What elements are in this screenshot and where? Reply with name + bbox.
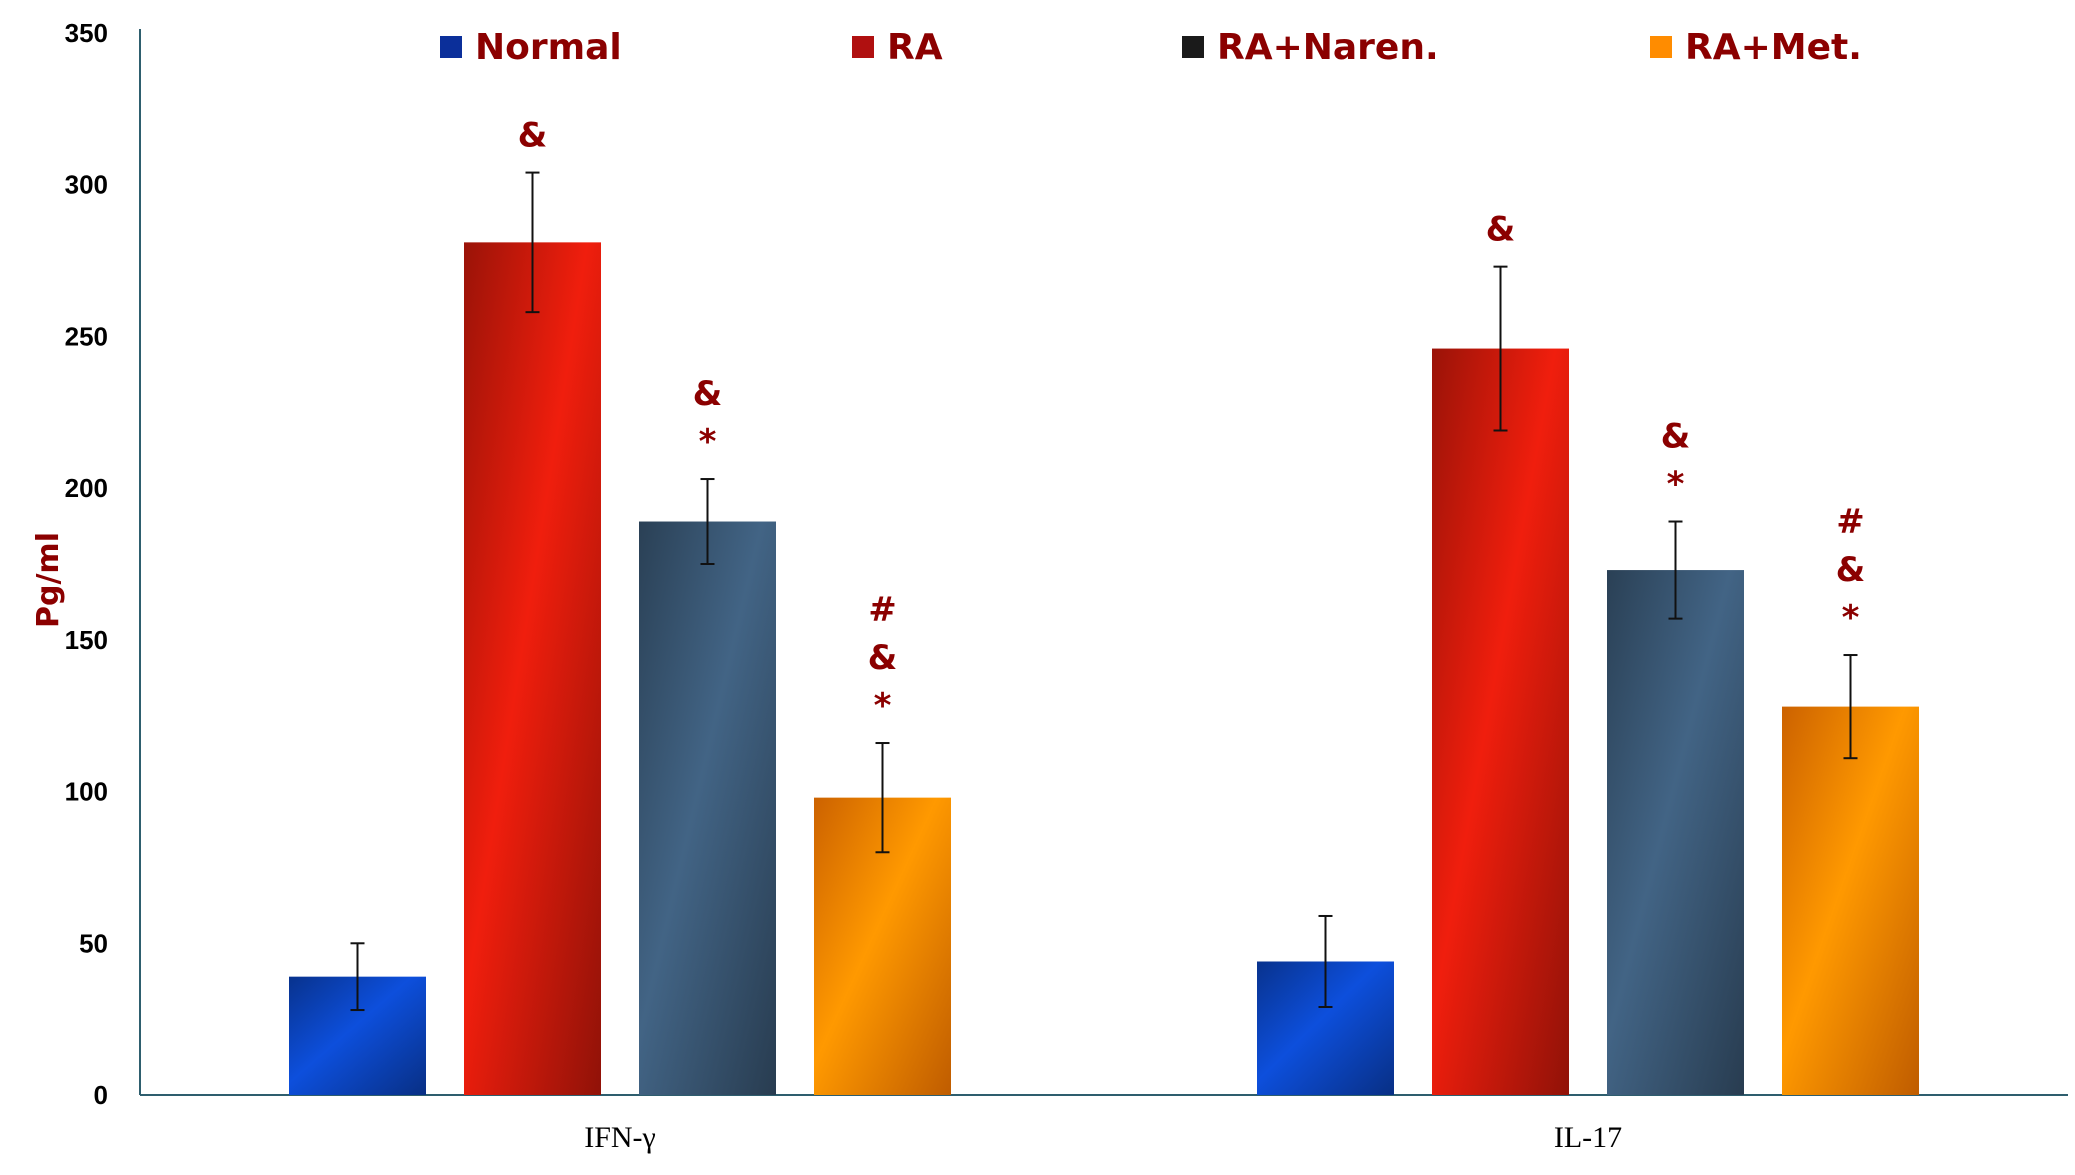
y-tick-label: 200 bbox=[65, 473, 108, 503]
legend-label: RA bbox=[887, 27, 943, 68]
significance-marker: # bbox=[868, 590, 897, 630]
error-bar bbox=[525, 171, 540, 314]
significance-marker: * bbox=[874, 686, 892, 726]
legend-label: RA+Naren. bbox=[1217, 27, 1439, 68]
x-category-label: IL-17 bbox=[1554, 1121, 1622, 1154]
significance-marker: * bbox=[1842, 598, 1860, 638]
significance-marker: & bbox=[518, 116, 548, 156]
error-bar bbox=[875, 742, 890, 854]
axes: 0 50 100 150 200 250 300 350 IFN-γ IL-17 bbox=[65, 18, 2068, 1154]
legend-swatch bbox=[1182, 36, 1204, 58]
legend-swatch bbox=[1650, 36, 1672, 58]
legend: Normal RA RA+Naren. RA+Met. bbox=[440, 27, 1862, 68]
y-tick-label: 100 bbox=[65, 777, 108, 807]
y-axis-label: Pg/ml bbox=[31, 532, 66, 628]
bar-ra-met- bbox=[1782, 706, 1919, 1095]
error-bar bbox=[350, 942, 365, 1012]
error-bar bbox=[1668, 520, 1683, 620]
bar-ra-naren- bbox=[639, 521, 776, 1095]
bars: & & * # & * & & * # & * bbox=[289, 116, 1919, 1096]
significance-marker: & bbox=[1486, 210, 1516, 250]
significance-marker: # bbox=[1836, 502, 1865, 542]
significance-marker: & bbox=[693, 374, 723, 414]
bar-ra bbox=[1432, 348, 1569, 1096]
x-category-label: IFN-γ bbox=[584, 1121, 656, 1154]
y-tick-label: 300 bbox=[65, 170, 108, 200]
bar-ra-naren- bbox=[1607, 570, 1744, 1095]
significance-marker: & bbox=[868, 638, 898, 678]
y-tick-label: 0 bbox=[94, 1080, 108, 1110]
legend-swatch bbox=[440, 36, 462, 58]
significance-marker: & bbox=[1836, 550, 1866, 590]
y-tick-label: 250 bbox=[65, 321, 108, 351]
significance-marker: * bbox=[699, 422, 717, 462]
error-bar bbox=[1493, 265, 1508, 432]
error-bar bbox=[700, 478, 715, 565]
legend-swatch bbox=[852, 36, 874, 58]
y-tick-label: 50 bbox=[79, 928, 108, 958]
significance-marker: * bbox=[1667, 465, 1685, 505]
error-bar bbox=[1843, 654, 1858, 760]
legend-label: RA+Met. bbox=[1685, 27, 1862, 68]
significance-marker: & bbox=[1661, 417, 1691, 457]
bar-ra bbox=[464, 242, 601, 1095]
y-tick-label: 350 bbox=[65, 18, 108, 48]
legend-label: Normal bbox=[475, 27, 622, 68]
error-bar bbox=[1318, 914, 1333, 1009]
y-tick-label: 150 bbox=[65, 625, 108, 655]
